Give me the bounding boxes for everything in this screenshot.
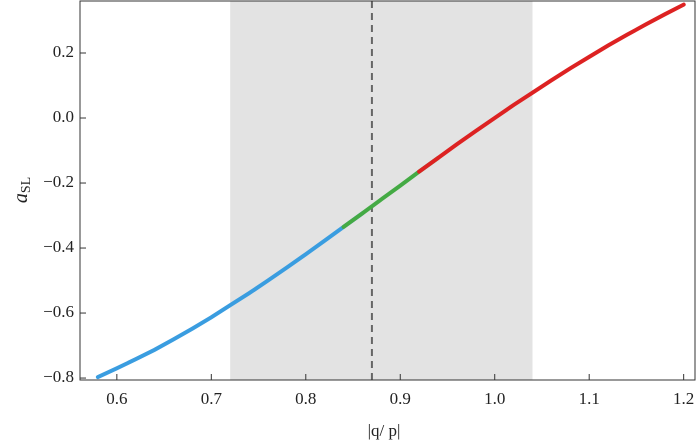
y-tick-label: 0.2 bbox=[53, 42, 74, 61]
y-tick-label: 0.0 bbox=[53, 107, 74, 126]
y-label-main: a bbox=[10, 193, 32, 203]
x-tick-label: 1.2 bbox=[673, 389, 694, 408]
shaded-region bbox=[230, 1, 533, 380]
x-tick-label: 0.7 bbox=[201, 389, 223, 408]
y-tick-label: −0.8 bbox=[43, 367, 74, 386]
plot-frame bbox=[79, 0, 696, 381]
y-tick-label: −0.2 bbox=[43, 172, 74, 191]
y-tick-label: −0.4 bbox=[43, 237, 74, 256]
y-axis-label: aSL bbox=[10, 177, 35, 203]
x-tick-label: 1.0 bbox=[484, 389, 505, 408]
x-tick-label: 0.9 bbox=[390, 389, 411, 408]
x-tick-label: 0.6 bbox=[106, 389, 127, 408]
y-tick-label: −0.6 bbox=[43, 302, 74, 321]
data-line bbox=[417, 2, 686, 174]
x-tick-label: 1.1 bbox=[579, 389, 600, 408]
x-axis-label: |q/ p| bbox=[368, 421, 401, 440]
y-label-sub: SL bbox=[19, 177, 34, 193]
data-line bbox=[95, 211, 365, 380]
x-tick-label: 0.8 bbox=[295, 389, 316, 408]
